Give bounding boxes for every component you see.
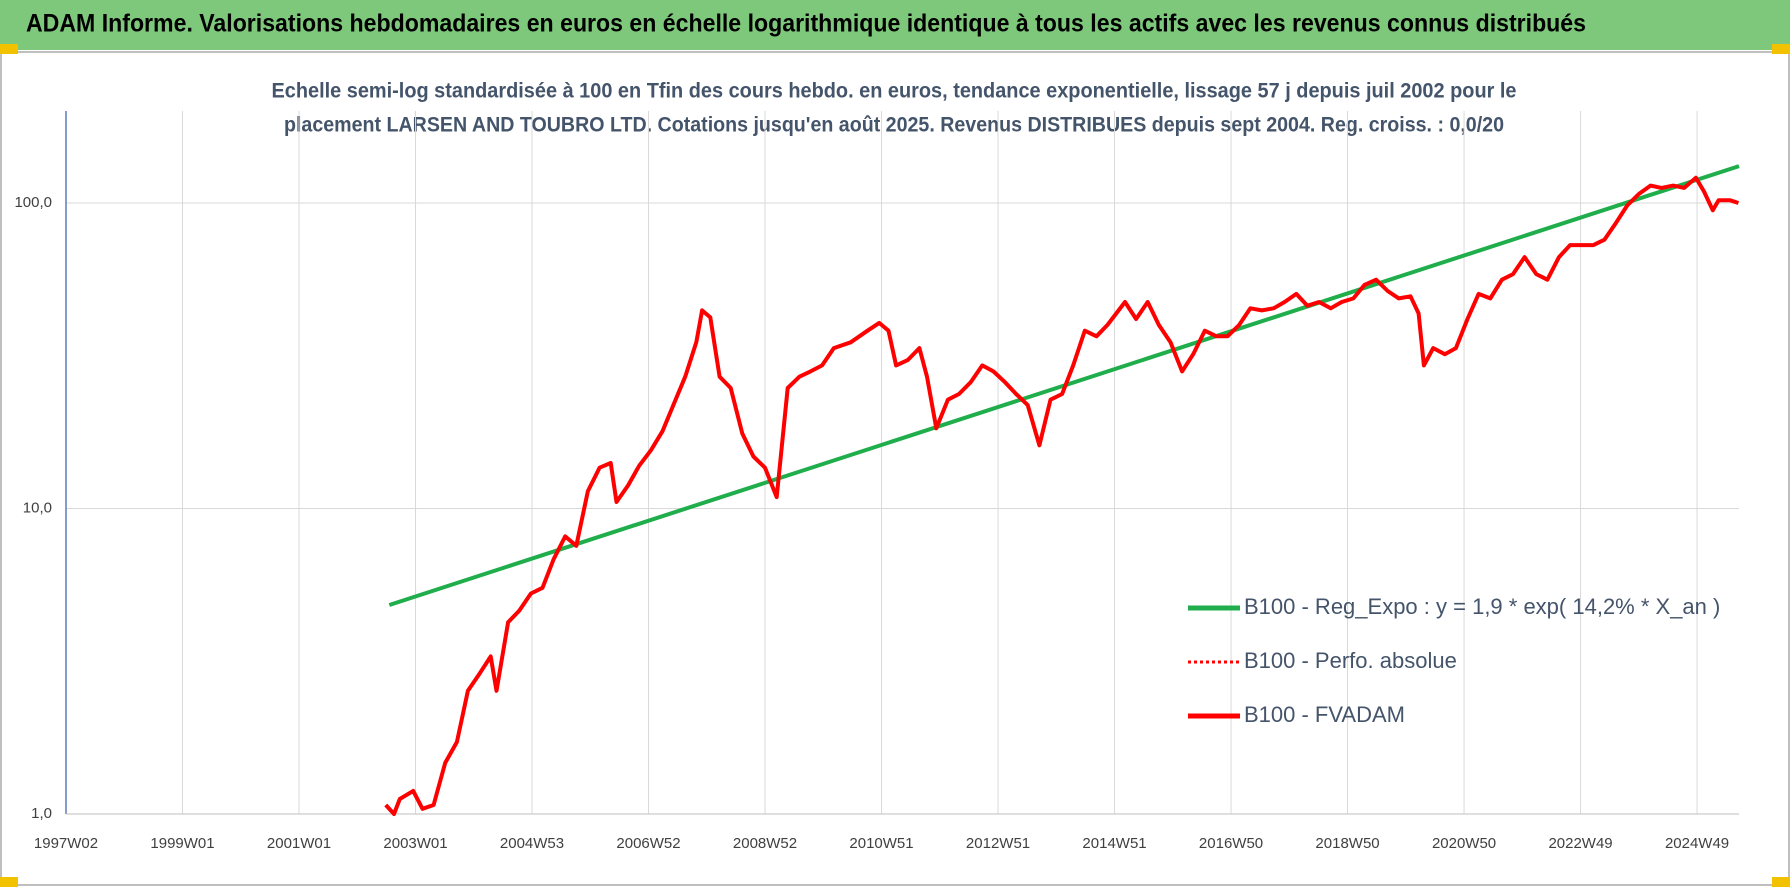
x-tick-label: 2001W01 <box>267 835 331 852</box>
x-tick-label: 2006W52 <box>616 835 680 852</box>
x-tick-label: 2020W50 <box>1432 835 1496 852</box>
legend-label: B100 - Perfo. absolue <box>1244 648 1457 673</box>
chart-title: ADAM Informe. Valorisations hebdomadaire… <box>26 10 1586 38</box>
x-tick-label: 2003W01 <box>383 835 447 852</box>
x-tick-label: 2014W51 <box>1082 835 1146 852</box>
x-tick-label: 2008W52 <box>733 835 797 852</box>
x-tick-label: 2018W50 <box>1315 835 1379 852</box>
y-tick-label: 10,0 <box>23 499 52 516</box>
corner <box>1772 877 1790 887</box>
subtitle: Echelle semi-log standardisée à 100 en T… <box>272 80 1517 103</box>
legend-label: B100 - FVADAM <box>1244 702 1405 727</box>
x-tick-label: 1997W02 <box>34 835 98 852</box>
x-tick-label: 2004W53 <box>500 835 564 852</box>
legend-label: B100 - Reg_Expo : y = 1,9 * exp( 14,2% *… <box>1244 594 1720 619</box>
frame <box>0 51 1790 886</box>
series-line <box>384 175 1740 816</box>
x-tick-label: 2016W50 <box>1199 835 1263 852</box>
y-tick-label: 1,0 <box>31 805 52 822</box>
x-tick-label: 2024W49 <box>1665 835 1729 852</box>
title-bar <box>0 0 1790 50</box>
x-tick-label: 2022W49 <box>1548 835 1612 852</box>
y-tick-label: 100,0 <box>14 194 52 211</box>
x-tick-label: 1999W01 <box>150 835 214 852</box>
corner <box>0 877 18 887</box>
subtitle: placement LARSEN AND TOUBRO LTD. Cotatio… <box>284 114 1504 137</box>
x-tick-label: 2010W51 <box>849 835 913 852</box>
corner <box>0 44 18 54</box>
corner <box>1772 44 1790 54</box>
x-tick-label: 2012W51 <box>966 835 1030 852</box>
